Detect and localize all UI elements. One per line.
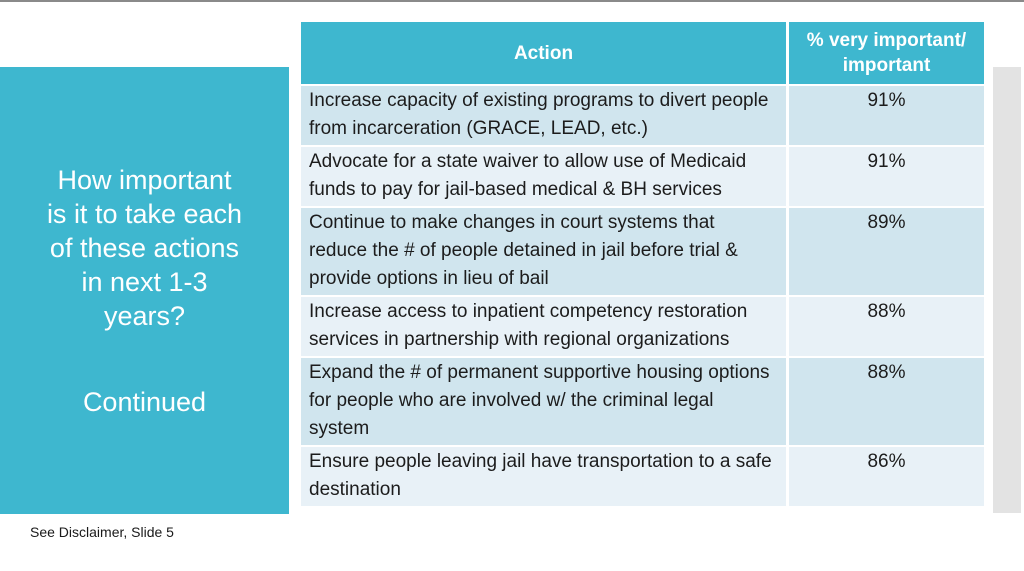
action-cell: Advocate for a state waiver to allow use…: [301, 147, 786, 206]
results-table: Action % very important/ important Incre…: [301, 22, 984, 506]
percent-cell: 88%: [789, 297, 984, 356]
percent-cell: 91%: [789, 147, 984, 206]
action-cell: Increase access to inpatient competency …: [301, 297, 786, 356]
action-cell: Continue to make changes in court system…: [301, 208, 786, 295]
action-cell: Expand the # of permanent supportive hou…: [301, 358, 786, 445]
table-header-percent: % very important/ important: [789, 22, 984, 84]
top-border-line: [0, 0, 1024, 2]
percent-cell: 91%: [789, 86, 984, 145]
action-cell: Ensure people leaving jail have transpor…: [301, 447, 786, 506]
title-box: How important is it to take each of thes…: [0, 67, 289, 514]
side-strip: [993, 67, 1021, 513]
percent-cell: 86%: [789, 447, 984, 506]
continued-label: Continued: [82, 386, 207, 417]
table-header-action: Action: [301, 22, 786, 84]
slide-title: How important is it to take each of thes…: [46, 164, 243, 331]
percent-cell: 88%: [789, 358, 984, 445]
action-cell: Increase capacity of existing programs t…: [301, 86, 786, 145]
footnote: See Disclaimer, Slide 5: [30, 524, 174, 540]
percent-cell: 89%: [789, 208, 984, 295]
